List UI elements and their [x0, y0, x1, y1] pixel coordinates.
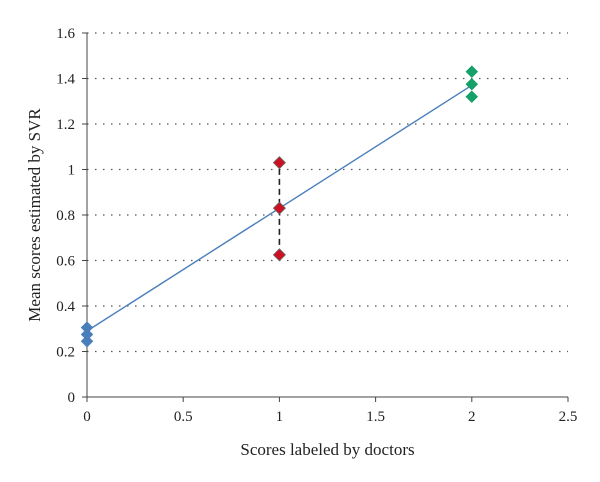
data-point: [272, 201, 286, 215]
tick-labels: 0 0.2 0.4 0.6 0.8 1 1.2 1.4 1.6 0 0.5 1 1.5 2 2.5: [56, 26, 577, 425]
y-tick-label: 1: [68, 163, 76, 179]
y-tick-label: 1.4: [56, 72, 75, 88]
data-point: [465, 90, 479, 104]
x-axis-title: Scores labeled by doctors: [240, 440, 414, 459]
data-points: [80, 65, 479, 348]
data-point: [465, 77, 479, 91]
y-tick-label: 1.6: [56, 26, 75, 42]
x-tick-label: 1.5: [366, 409, 385, 425]
x-tick-label: 1: [276, 409, 284, 425]
y-tick-label: 1.2: [56, 117, 75, 133]
x-tick-label: 2.5: [559, 409, 578, 425]
x-tick-label: 2: [468, 409, 476, 425]
axes: [82, 32, 569, 402]
grid-lines: [87, 32, 568, 353]
y-axis-title: Mean scores estimated by SVR: [25, 108, 44, 322]
data-point: [272, 248, 286, 262]
y-tick-label: 0.8: [56, 208, 75, 224]
x-tick-label: 0: [83, 409, 91, 425]
data-point: [465, 65, 479, 79]
data-point: [272, 156, 286, 170]
y-tick-label: 0: [68, 390, 76, 406]
y-tick-label: 0.4: [56, 299, 75, 315]
y-tick-label: 0.6: [56, 254, 75, 270]
x-tick-label: 0.5: [174, 409, 193, 425]
data-point: [80, 334, 94, 348]
y-tick-label: 0.2: [56, 345, 75, 361]
